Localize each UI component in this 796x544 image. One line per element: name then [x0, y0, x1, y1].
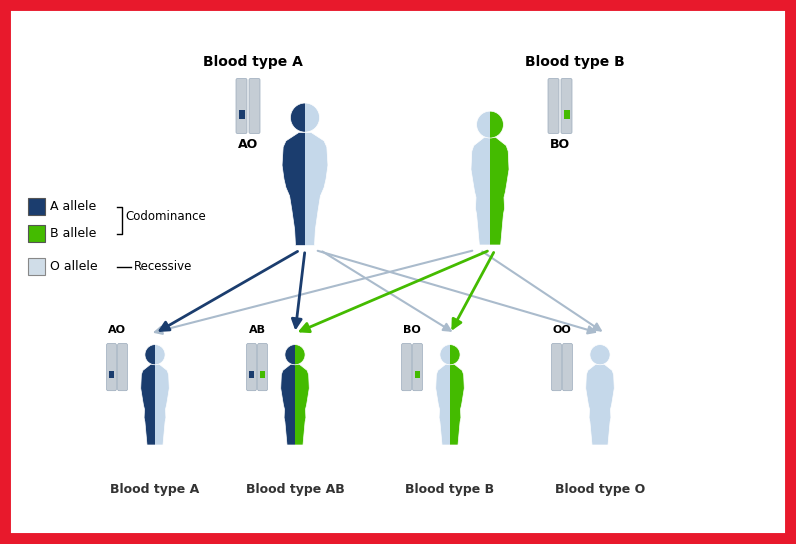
FancyBboxPatch shape — [28, 258, 45, 275]
FancyBboxPatch shape — [548, 78, 559, 133]
Polygon shape — [490, 137, 509, 245]
Polygon shape — [281, 364, 295, 445]
FancyBboxPatch shape — [563, 343, 572, 391]
Wedge shape — [295, 344, 305, 365]
FancyBboxPatch shape — [412, 343, 423, 391]
FancyBboxPatch shape — [247, 343, 256, 391]
Text: Blood type B: Blood type B — [525, 55, 625, 69]
Text: Blood type A: Blood type A — [111, 484, 200, 497]
Text: Blood type AB: Blood type AB — [246, 484, 345, 497]
FancyBboxPatch shape — [109, 370, 114, 378]
Polygon shape — [282, 132, 305, 245]
Text: AO: AO — [238, 139, 258, 151]
Wedge shape — [285, 344, 295, 365]
Wedge shape — [600, 344, 610, 365]
Text: OO: OO — [552, 325, 572, 335]
FancyBboxPatch shape — [260, 370, 265, 378]
Text: Recessive: Recessive — [134, 260, 193, 273]
Polygon shape — [586, 364, 600, 445]
Text: BO: BO — [403, 325, 421, 335]
Wedge shape — [155, 344, 165, 365]
FancyBboxPatch shape — [239, 110, 244, 119]
Wedge shape — [305, 103, 319, 132]
FancyBboxPatch shape — [249, 370, 254, 378]
FancyBboxPatch shape — [561, 78, 572, 133]
Wedge shape — [590, 344, 600, 365]
Wedge shape — [490, 111, 503, 138]
FancyBboxPatch shape — [249, 78, 260, 133]
Polygon shape — [155, 364, 170, 445]
Text: BO: BO — [550, 139, 570, 151]
FancyBboxPatch shape — [28, 225, 45, 242]
Wedge shape — [450, 344, 460, 365]
Text: Blood type B: Blood type B — [405, 484, 494, 497]
FancyBboxPatch shape — [401, 343, 412, 391]
Polygon shape — [435, 364, 450, 445]
FancyBboxPatch shape — [107, 343, 116, 391]
Wedge shape — [291, 103, 305, 132]
FancyBboxPatch shape — [564, 110, 569, 119]
Polygon shape — [471, 137, 490, 245]
Polygon shape — [295, 364, 310, 445]
FancyBboxPatch shape — [258, 343, 267, 391]
Wedge shape — [477, 111, 490, 138]
Polygon shape — [141, 364, 155, 445]
Polygon shape — [600, 364, 615, 445]
Text: O allele: O allele — [50, 260, 98, 273]
FancyBboxPatch shape — [118, 343, 127, 391]
Text: AB: AB — [248, 325, 266, 335]
FancyBboxPatch shape — [552, 343, 561, 391]
Text: AO: AO — [108, 325, 126, 335]
Wedge shape — [440, 344, 450, 365]
Polygon shape — [305, 132, 328, 245]
FancyBboxPatch shape — [236, 78, 247, 133]
Text: Blood type O: Blood type O — [555, 484, 645, 497]
FancyBboxPatch shape — [28, 198, 45, 215]
Text: A allele: A allele — [50, 200, 96, 213]
Text: Codominance: Codominance — [125, 211, 205, 224]
Text: Blood type A: Blood type A — [203, 55, 303, 69]
Polygon shape — [450, 364, 464, 445]
Text: B allele: B allele — [50, 227, 96, 240]
FancyBboxPatch shape — [416, 370, 420, 378]
Wedge shape — [145, 344, 155, 365]
